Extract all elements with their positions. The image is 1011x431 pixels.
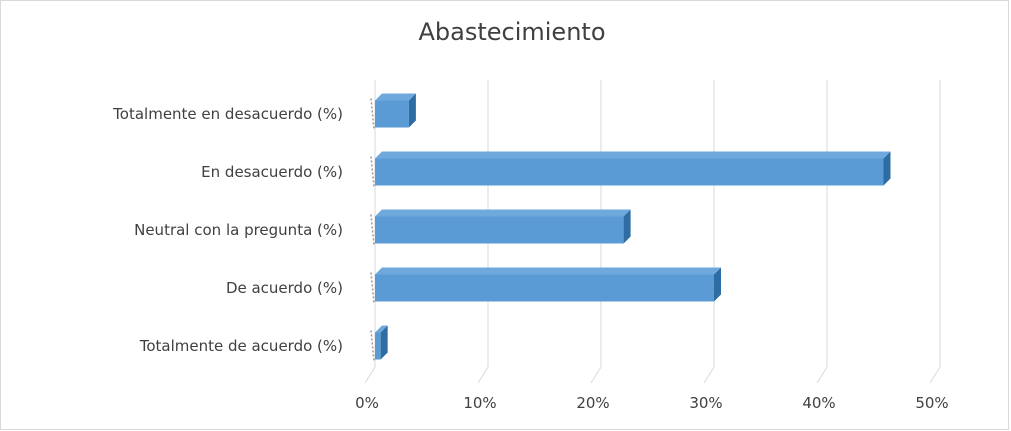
bar-top-face [375,267,721,275]
bar-front-face [375,332,381,360]
bar [370,325,388,362]
bar-side-face [380,325,388,360]
bar-side-face [883,151,891,186]
chart-title: Abastecimiento [418,18,605,46]
bar-side-face [623,209,631,244]
axis-edge [370,156,375,188]
x-tick-label: 50% [915,394,948,412]
axis-edge [370,98,375,130]
bar-side-face [714,267,721,302]
tick-labels: 0% 10% 20% 30% 40% 50% [355,394,949,412]
bar [370,151,891,188]
bar-front-face [375,274,714,302]
x-tick-label: 20% [576,394,609,412]
bar [370,267,721,304]
category-label: Neutral con la pregunta (%) [134,221,343,239]
category-label: De acuerdo (%) [226,279,343,297]
category-label: En desacuerdo (%) [201,163,343,181]
category-label: Totalmente de acuerdo (%) [139,337,343,355]
category-label: Totalmente en desacuerdo (%) [112,105,343,123]
bar-top-face [375,93,416,101]
bar-front-face [375,100,409,128]
bar-top-face [375,151,891,159]
bar-front-face [375,216,624,244]
bar-top-face [375,325,388,333]
bar-layer [370,93,891,362]
category-labels: Totalmente en desacuerdo (%) En desacuerd… [112,105,343,355]
axis-edge [370,214,375,246]
axis-edge [370,330,375,362]
x-tick-label: 40% [802,394,835,412]
bar [370,209,631,246]
x-tick-label: 0% [355,394,379,412]
gridline [929,80,941,384]
bar [370,93,416,130]
bar-top-face [375,209,631,217]
x-tick-label: 30% [689,394,722,412]
x-tick-label: 10% [463,394,496,412]
axis-edge [370,272,375,304]
bar-front-face [375,158,884,186]
bar-side-face [408,93,416,128]
